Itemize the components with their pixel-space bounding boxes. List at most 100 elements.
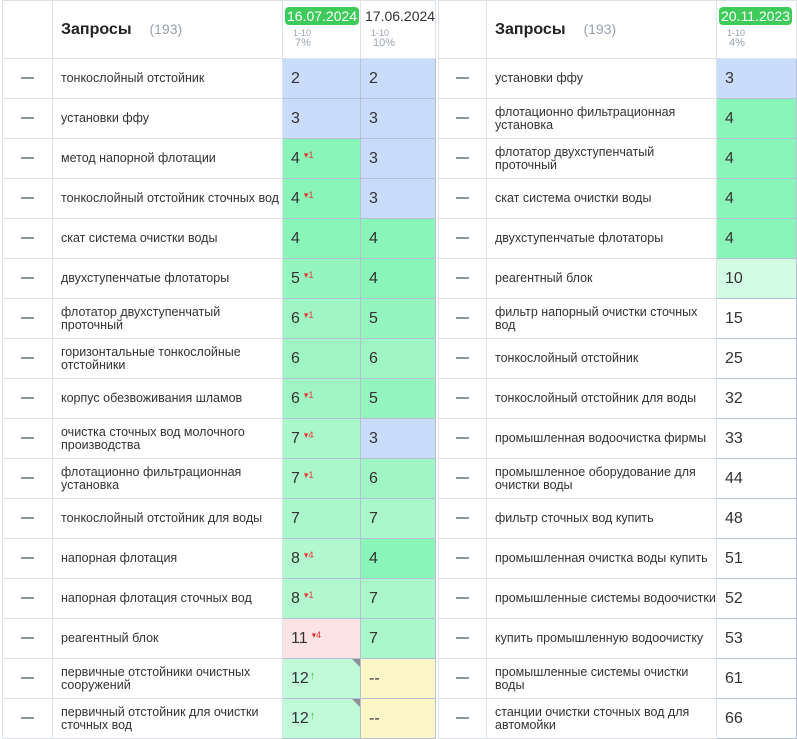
remove-row-button[interactable] xyxy=(2,258,53,299)
remove-row-button[interactable] xyxy=(438,258,487,299)
remove-row-button[interactable] xyxy=(438,418,487,459)
remove-row-button[interactable] xyxy=(438,458,487,499)
remove-row-button[interactable] xyxy=(438,578,487,619)
table-row: корпус обезвоживания шламов 6 ▾1 5 xyxy=(2,378,436,419)
date-label[interactable]: 17.06.2024 xyxy=(365,8,436,24)
table-row: флотатор двухступенчатый проточный 4 xyxy=(438,138,797,179)
minus-icon xyxy=(21,77,34,80)
date-label[interactable]: 20.11.2023 xyxy=(719,7,793,25)
remove-row-button[interactable] xyxy=(2,138,53,179)
position-cell: 7 xyxy=(360,498,436,539)
remove-row-button[interactable] xyxy=(2,538,53,579)
remove-row-button[interactable] xyxy=(438,538,487,579)
table-row: промышленные системы очистки воды 61 xyxy=(438,658,797,699)
position-cell: 8 ▾1 xyxy=(282,578,361,619)
remove-row-button[interactable] xyxy=(2,98,53,139)
position-cell: 48 xyxy=(716,498,797,539)
position-value: 53 xyxy=(725,629,743,647)
remove-row-button[interactable] xyxy=(438,498,487,539)
position-cell: 6 xyxy=(360,458,436,499)
minus-icon xyxy=(456,557,469,560)
position-value: 4 xyxy=(291,229,300,247)
table-row: первичные отстойники очистных сооружений… xyxy=(2,658,436,699)
queries-count: (193) xyxy=(583,20,617,37)
remove-row-button[interactable] xyxy=(438,138,487,179)
position-value: 12 xyxy=(291,669,309,687)
remove-row-button[interactable] xyxy=(2,178,53,219)
minus-icon xyxy=(21,237,34,240)
minus-icon xyxy=(21,637,34,640)
remove-row-button[interactable] xyxy=(438,698,487,739)
query-text: промышленное оборудование для очистки во… xyxy=(486,458,717,499)
top-range-percent: 7% xyxy=(295,37,311,49)
remove-row-button[interactable] xyxy=(2,298,53,339)
position-cell: 32 xyxy=(716,378,797,419)
table-row: скат система очистки воды 4 4 xyxy=(2,218,436,259)
remove-row-button[interactable] xyxy=(2,578,53,619)
position-cell: 53 xyxy=(716,618,797,659)
query-text: установки ффу xyxy=(486,58,717,99)
position-cell: 7 xyxy=(360,618,436,659)
position-drop-indicator: ▾1 xyxy=(303,389,314,400)
minus-icon xyxy=(21,357,34,360)
remove-row-button[interactable] xyxy=(2,378,53,419)
position-value: 32 xyxy=(725,389,743,407)
drop-amount: 1 xyxy=(308,269,314,280)
top-range-percent: 4% xyxy=(729,37,745,49)
date-column-header[interactable]: 20.11.2023 1-10 4% xyxy=(716,0,797,59)
drop-amount: 1 xyxy=(308,189,314,200)
drop-amount: 1 xyxy=(308,389,314,400)
remove-row-button[interactable] xyxy=(2,418,53,459)
table-row: двухступенчатые флотаторы 4 xyxy=(438,218,797,259)
remove-row-button[interactable] xyxy=(438,58,487,99)
date-column-header[interactable]: 16.07.2024 1-10 7% xyxy=(282,0,361,59)
minus-icon xyxy=(456,317,469,320)
remove-row-button[interactable] xyxy=(438,378,487,419)
position-value: 6 xyxy=(369,349,378,367)
remove-row-button[interactable] xyxy=(438,338,487,379)
queries-header: Запросы (193) xyxy=(52,0,283,59)
position-value: 66 xyxy=(725,709,743,727)
remove-row-button[interactable] xyxy=(2,658,53,699)
remove-row-button[interactable] xyxy=(438,218,487,259)
position-cell: 6 xyxy=(360,338,436,379)
table-row: тонкослойный отстойник 2 2 xyxy=(2,58,436,99)
query-text: промышленные системы водоочистки xyxy=(486,578,717,619)
top-range-label: 1-10 xyxy=(293,28,312,38)
table-row: тонкослойный отстойник для воды 7 7 xyxy=(2,498,436,539)
position-value: 7 xyxy=(369,589,378,607)
position-value: -- xyxy=(369,669,380,687)
remove-row-button[interactable] xyxy=(2,618,53,659)
remove-row-button[interactable] xyxy=(2,58,53,99)
remove-row-button[interactable] xyxy=(438,98,487,139)
remove-row-button[interactable] xyxy=(2,218,53,259)
minus-icon xyxy=(456,397,469,400)
position-value: 6 xyxy=(291,309,300,327)
remove-row-button[interactable] xyxy=(438,618,487,659)
drop-amount: 1 xyxy=(308,469,314,480)
date-column-header[interactable]: 17.06.2024 1-10 10% xyxy=(360,0,436,59)
table-row: промышленное оборудование для очистки во… xyxy=(438,458,797,499)
remove-row-button[interactable] xyxy=(438,298,487,339)
minus-icon xyxy=(21,557,34,560)
drop-amount: 1 xyxy=(308,309,314,320)
remove-row-button[interactable] xyxy=(2,458,53,499)
minus-icon xyxy=(456,157,469,160)
remove-row-button[interactable] xyxy=(2,698,53,739)
table-row: флотационно фильтрационная установка 4 xyxy=(438,98,797,139)
drop-amount: 1 xyxy=(308,589,314,600)
remove-row-button[interactable] xyxy=(2,498,53,539)
position-cell: -- xyxy=(360,698,436,739)
remove-row-button[interactable] xyxy=(2,338,53,379)
minus-icon xyxy=(21,437,34,440)
minus-icon xyxy=(456,237,469,240)
table-row: тонкослойный отстойник 25 xyxy=(438,338,797,379)
date-label[interactable]: 16.07.2024 xyxy=(285,7,360,25)
position-value: 5 xyxy=(291,269,300,287)
position-cell: 4 xyxy=(716,178,797,219)
remove-row-button[interactable] xyxy=(438,658,487,699)
position-cell: 2 xyxy=(282,58,361,99)
remove-row-button[interactable] xyxy=(438,178,487,219)
position-drop-indicator: ▾4 xyxy=(303,429,314,440)
minus-icon xyxy=(21,477,34,480)
